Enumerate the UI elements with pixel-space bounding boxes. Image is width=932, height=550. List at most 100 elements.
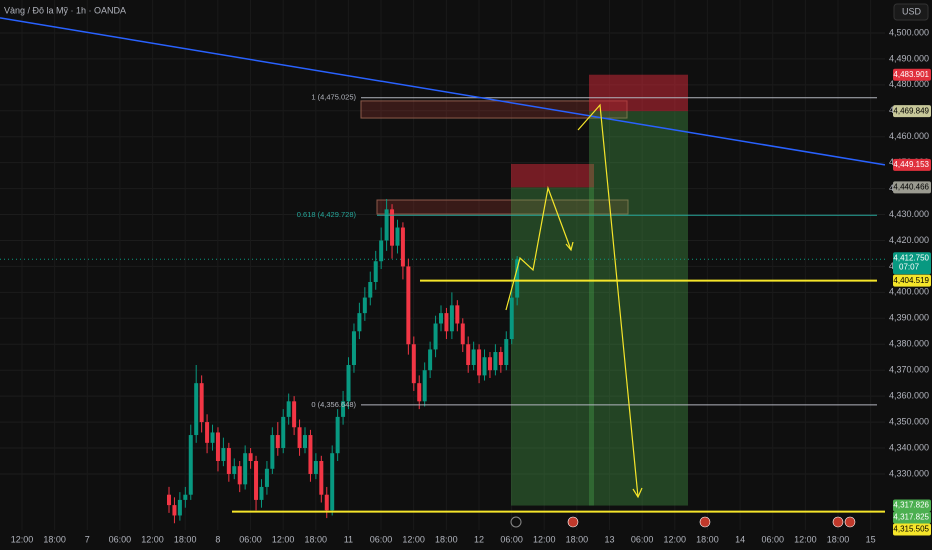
- candle-body: [493, 352, 498, 371]
- y-tick-label: 4,370.000: [889, 365, 929, 375]
- candle-body: [183, 494, 188, 500]
- currency-button[interactable]: [893, 3, 929, 21]
- candle-body: [313, 460, 318, 474]
- candle-body: [281, 416, 286, 449]
- event-icon[interactable]: [832, 516, 844, 528]
- price-label: 4,404.519: [893, 276, 929, 285]
- candle-body: [177, 499, 182, 516]
- candle-body: [270, 435, 275, 469]
- price-label-box: [893, 181, 931, 194]
- fib-label: 0.618 (4,429.728): [297, 210, 357, 219]
- fib-label: 0 (4,356.648): [311, 400, 356, 409]
- candle-body: [308, 435, 313, 474]
- candle-body: [292, 401, 297, 428]
- x-tick-label: 18:00: [827, 534, 850, 544]
- candles: [167, 198, 520, 524]
- x-tick-label: 06:00: [109, 534, 132, 544]
- candle-body: [297, 427, 302, 449]
- overlay-back: [0, 74, 885, 506]
- candle-body: [286, 401, 291, 417]
- candle-body: [411, 344, 416, 384]
- fib-label: 1 (4,475.025): [311, 93, 356, 102]
- candle-body: [167, 494, 171, 506]
- event-icon[interactable]: [699, 516, 711, 528]
- target-zone: [589, 111, 688, 506]
- x-tick-label: 12:00: [664, 534, 687, 544]
- y-tick-label: 4,490.000: [889, 53, 929, 63]
- price-label: 4,483.901: [893, 70, 929, 79]
- x-tick-label: 06:00: [631, 534, 654, 544]
- event-icon[interactable]: [844, 516, 856, 528]
- candle-body: [433, 323, 438, 350]
- candle-body: [471, 349, 476, 366]
- candle-body: [264, 468, 269, 487]
- y-tick-label: 4,350.000: [889, 416, 929, 426]
- y-tick-label: 4,430.000: [889, 209, 929, 219]
- price-label: 4,469.849: [893, 106, 929, 115]
- candle-body: [221, 448, 226, 461]
- candle-body: [460, 323, 465, 345]
- x-tick-label: 7: [85, 534, 90, 544]
- candle-body: [243, 453, 248, 485]
- target-zone: [511, 187, 594, 506]
- x-tick-label: 12:00: [272, 534, 295, 544]
- x-tick-label: 12:00: [11, 534, 34, 544]
- candle-body: [341, 401, 346, 417]
- x-tick-label: 18:00: [435, 534, 458, 544]
- fib-zone: [376, 199, 629, 215]
- candle-body: [477, 349, 482, 376]
- x-tick-label: 18:00: [43, 534, 66, 544]
- event-icons: [510, 516, 856, 528]
- candle-body: [172, 505, 177, 516]
- candle-body: [422, 370, 427, 402]
- candle-body: [482, 357, 487, 376]
- candle-body: [248, 453, 253, 461]
- currency-label[interactable]: USD: [902, 6, 922, 16]
- x-tick-label: 12:00: [794, 534, 817, 544]
- candle-body: [275, 435, 280, 449]
- x-tick-label: 13: [605, 534, 615, 544]
- y-tick-label: 4,380.000: [889, 339, 929, 349]
- event-icon[interactable]: [510, 516, 522, 528]
- candle-body: [439, 313, 443, 324]
- x-tick-label: 11: [344, 534, 353, 544]
- candle-body: [455, 305, 460, 324]
- candle-body: [188, 435, 193, 495]
- candle-body: [254, 460, 259, 500]
- arrow-head: [632, 487, 643, 499]
- candle-body: [384, 209, 389, 241]
- candle-body: [504, 339, 509, 366]
- candle-body: [417, 383, 422, 402]
- forecast-path: [577, 103, 639, 498]
- candle-body: [215, 432, 220, 461]
- price-label-box: [893, 68, 931, 81]
- countdown-label: 07:07: [899, 262, 920, 271]
- candle-body: [335, 416, 340, 454]
- y-tick-label: 4,400.000: [889, 287, 929, 297]
- candle-body: [509, 297, 514, 340]
- y-tick-label: 4,360.000: [889, 391, 929, 401]
- candle-body: [351, 331, 356, 366]
- price-label: 4,315.505: [893, 525, 929, 534]
- candle-body: [330, 453, 335, 511]
- forecast-arrows: [505, 103, 643, 499]
- candle-body: [324, 494, 329, 511]
- candle-body: [368, 281, 373, 298]
- price-label: 4,449.153: [893, 160, 929, 169]
- candle-body: [379, 240, 384, 262]
- symbol-title: Vàng / Đô la Mỹ · 1h · OANDA: [4, 5, 126, 15]
- candle-body: [357, 313, 362, 332]
- x-tick-label: 18:00: [696, 534, 719, 544]
- candle-body: [498, 352, 503, 366]
- price-label: 4,317.825: [893, 513, 929, 522]
- x-tick-label: 18:00: [174, 534, 197, 544]
- trendline: [0, 17, 886, 166]
- event-icon[interactable]: [567, 516, 579, 528]
- candle-body: [346, 365, 351, 402]
- price-label: 4,317.826: [893, 501, 929, 510]
- y-tick-label: 4,480.000: [889, 79, 929, 89]
- x-tick-label: 12:00: [402, 534, 425, 544]
- candle-body: [400, 227, 405, 267]
- x-tick-label: 8: [215, 534, 220, 544]
